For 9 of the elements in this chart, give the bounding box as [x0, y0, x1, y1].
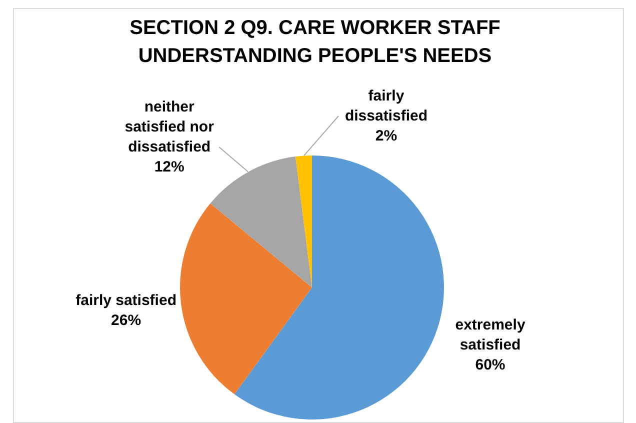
- slice-label: neither satisfied nor dissatisfied: [124, 98, 214, 156]
- slice-label: fairly dissatisfied: [344, 87, 428, 124]
- data-label: 60%: [475, 356, 506, 374]
- slice-label: fairly satisfied: [76, 292, 176, 310]
- data-label: 2%: [375, 127, 398, 144]
- chart-title: SECTION 2 Q9. CARE WORKER STAFF UNDERSTANDING PEOPLE'S NEEDS: [128, 16, 502, 69]
- data-label: 12%: [154, 158, 184, 176]
- slice-label: extremely satisfied: [455, 316, 526, 354]
- data-label: 26%: [111, 312, 142, 330]
